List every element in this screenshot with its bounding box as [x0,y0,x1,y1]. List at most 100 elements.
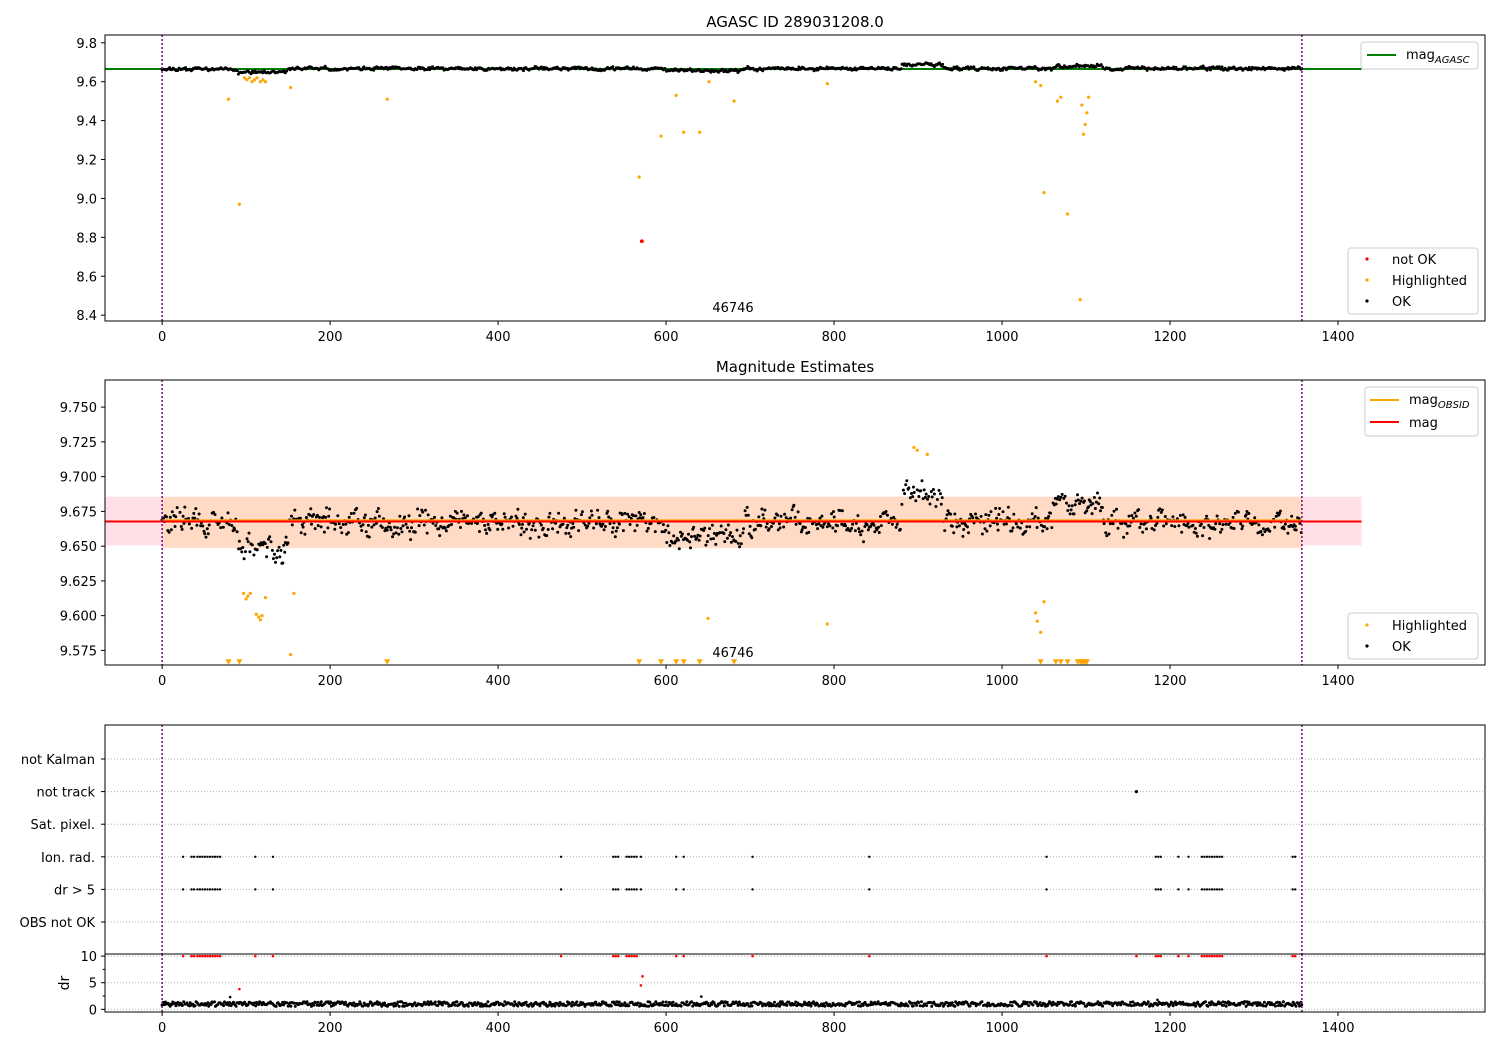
ok-point [926,497,930,501]
below-range-marker [680,659,687,665]
ok-point [904,483,908,487]
ok-point [763,508,767,512]
ok-point [1274,514,1278,518]
ok-point [850,526,854,530]
ok-point [192,511,196,515]
dr-point [1168,1003,1172,1007]
ok-point [725,536,729,540]
ok-point [303,532,307,536]
ok-point [502,512,506,516]
ok-point [922,488,926,492]
ok-point [377,514,381,518]
ok-point [844,524,848,528]
ok-point [796,510,800,514]
ok-point [914,499,918,503]
dr-point [502,1004,506,1008]
ok-point [1282,527,1286,531]
ok-point [611,65,615,69]
ok-point [877,531,881,534]
dr-point [609,1004,613,1008]
ok-point [1047,515,1051,518]
ok-point [1191,523,1195,527]
ok-point [522,530,526,534]
ok-point [592,526,596,530]
flag-point [751,855,754,858]
dr-point [1119,1003,1123,1007]
flag-point [201,855,204,858]
ok-point [889,516,893,520]
ok-point [409,538,413,542]
dr-point [857,1000,861,1004]
ok-point [1209,68,1212,72]
ok-point [246,540,250,544]
panel-2-frame [104,379,1486,666]
flag-point [632,855,636,858]
ok-point [421,510,425,514]
dr-point [1007,1003,1011,1007]
below-range-marker [636,659,643,665]
ok-point [462,513,466,517]
ok-point [424,508,427,512]
dr-point [329,1004,333,1008]
highlighted-point [385,97,389,101]
ok-point [1247,512,1251,515]
ok-point [339,526,343,530]
ok-point [952,531,956,535]
ok-point [597,516,601,520]
dr-point [421,1002,425,1006]
ok-point [979,514,983,518]
flag-point [635,855,638,858]
ok-point [590,513,594,517]
ok-point [1105,534,1109,538]
ok-point [1199,522,1203,526]
ok-point [686,538,689,542]
ok-point [1220,527,1224,531]
ok-point [1215,514,1219,518]
ok-point [284,535,288,539]
ok-point [174,515,178,519]
ok-point [285,69,289,73]
ok-point [242,557,246,561]
flag-point [627,855,631,858]
ok-point [1218,522,1222,526]
ok-point [937,488,941,492]
dr-point [564,1004,568,1008]
ok-point [1163,515,1167,518]
ok-point [327,514,331,518]
ok-point [422,523,426,527]
dr-point [868,1003,872,1007]
ok-point [738,534,742,538]
highlighted-point [248,591,252,596]
highlighted-point [244,597,248,601]
flag-point [211,855,214,858]
ok-point [764,525,768,529]
dr-point [433,1000,437,1004]
legend-ok-marker-2 [1365,644,1369,648]
ok-point [546,528,550,531]
ok-point [793,515,797,519]
dr-point [1130,1004,1134,1008]
dr-point [568,1002,572,1006]
flag-point [218,888,222,891]
ok-point [759,524,763,528]
ok-point [765,522,769,525]
ok-point [1028,525,1032,529]
dr-point [228,1001,232,1005]
ok-point [514,514,518,518]
dr-point [876,1000,880,1004]
dr-flagged-point [181,954,185,958]
ok-point [1162,524,1166,528]
ok-point [426,513,430,517]
ok-point [1193,527,1197,530]
ok-point [1293,524,1297,528]
ok-point [1054,502,1058,506]
dr-flagged-point [190,954,193,958]
dr-point [830,1004,834,1008]
y-tick-label: 9.700 [60,471,97,486]
ok-point [460,509,463,513]
highlighted-point [1085,111,1089,115]
ok-point [1104,531,1108,535]
ok-point [603,525,607,528]
ok-point [623,511,627,515]
ok-point [738,545,742,549]
